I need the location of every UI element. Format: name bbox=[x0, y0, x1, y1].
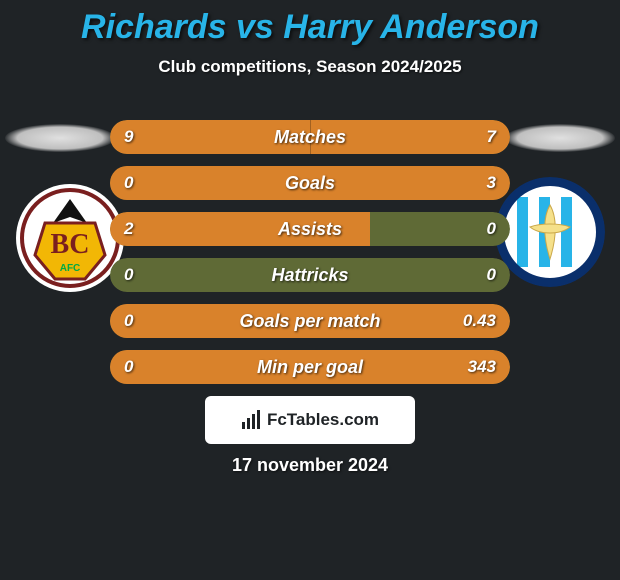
stat-row: 00Hattricks bbox=[110, 258, 510, 292]
club-badge-left: BC AFC bbox=[15, 183, 125, 293]
stat-bar-bg bbox=[110, 258, 510, 292]
stat-bar-fill-right bbox=[110, 166, 510, 200]
watermark-text: FcTables.com bbox=[267, 410, 379, 430]
svg-text:AFC: AFC bbox=[60, 263, 81, 274]
comparison-bars: 97Matches 03Goals 20Assists 00Hattricks 00.4… bbox=[110, 120, 510, 396]
chart-icon bbox=[241, 410, 261, 430]
halo-left bbox=[5, 124, 115, 152]
page-title: Richards vs Harry Anderson bbox=[0, 0, 620, 47]
halo-right bbox=[505, 124, 615, 152]
stat-bar-fill-right bbox=[310, 120, 510, 154]
stat-bar-fill-right bbox=[110, 350, 510, 384]
stat-row: 20Assists bbox=[110, 212, 510, 246]
date-label: 17 november 2024 bbox=[0, 455, 620, 476]
page-subtitle: Club competitions, Season 2024/2025 bbox=[0, 57, 620, 77]
stat-bar-fill-left bbox=[110, 212, 370, 246]
root: Richards vs Harry Anderson Club competit… bbox=[0, 0, 620, 580]
stat-row: 03Goals bbox=[110, 166, 510, 200]
stat-row: 97Matches bbox=[110, 120, 510, 154]
club-badge-right bbox=[495, 177, 605, 287]
svg-text:BC: BC bbox=[51, 229, 90, 260]
stat-bar-fill-right bbox=[110, 304, 510, 338]
stat-bar-fill-left bbox=[110, 120, 310, 154]
stat-row: 00.43Goals per match bbox=[110, 304, 510, 338]
watermark: FcTables.com bbox=[205, 396, 415, 444]
stat-row: 0343Min per goal bbox=[110, 350, 510, 384]
